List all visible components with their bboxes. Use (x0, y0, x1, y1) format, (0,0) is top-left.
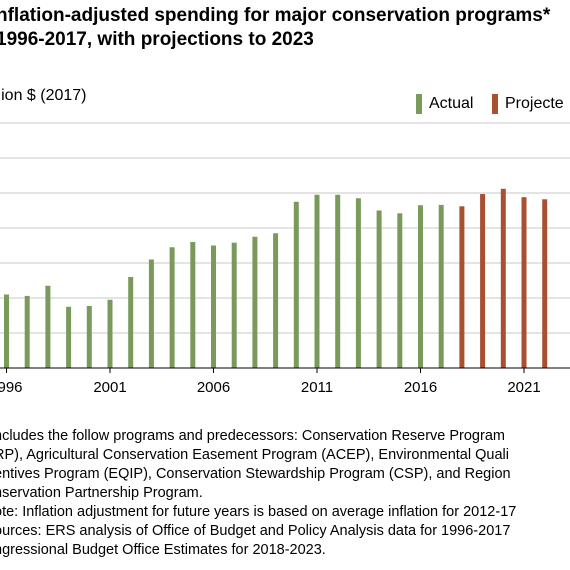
x-tick-label: 2021 (507, 379, 540, 396)
bar-actual-1997 (24, 295, 30, 368)
bar-actual-2000 (86, 306, 92, 368)
x-tick-label: 2001 (93, 379, 126, 396)
bar-projected-2022 (542, 199, 548, 368)
bar-chart: 996 2001 2006 2011 2016 2021 (0, 122, 570, 396)
footnote-line: ngressional Budget Office Estimates for … (0, 542, 326, 558)
bar-actual-2007 (231, 242, 237, 368)
bar-actual-2016 (418, 205, 423, 368)
bar-projected-2020 (500, 188, 506, 368)
bar-projected-2018 (459, 206, 465, 368)
legend-label-actual: Actual (429, 95, 474, 112)
x-axis: 996 2001 2006 2011 2016 2021 (0, 367, 570, 396)
footnote-line: ources: ERS analysis of Office of Budget… (0, 523, 511, 539)
footnote-line: ncludes the follow programs and predeces… (0, 428, 505, 444)
footnote-line: nservation Partnership Program. (0, 485, 203, 501)
bar-projected-2021 (521, 197, 527, 368)
bar-projected-2019 (480, 194, 486, 368)
legend-swatch-actual (416, 94, 422, 114)
bar-actual-1998 (45, 285, 51, 368)
bar-actual-2008 (252, 236, 258, 368)
x-tick-label: 2011 (301, 379, 333, 396)
x-tick-label: 2006 (197, 379, 230, 396)
bar-actual-2017 (438, 204, 444, 368)
bar-actual-2013 (355, 198, 361, 368)
y-axis-unit-label: llion $ (2017) (0, 87, 87, 104)
bar-actual-1996 (4, 294, 9, 368)
chart-title: nflation-adjusted spending for major con… (0, 4, 570, 52)
bar-actual-2003 (148, 259, 154, 368)
footnote-line: entives Program (EQIP), Conservation Ste… (0, 466, 511, 482)
bar-actual-2011 (314, 194, 320, 368)
bar-actual-2005 (190, 242, 196, 368)
bar-actual-2014 (376, 210, 382, 368)
bar-actual-2001 (107, 299, 113, 368)
x-tick-label: 996 (0, 379, 23, 396)
bars (4, 188, 548, 368)
footnote-line: ote: Inflation adjustment for future yea… (0, 504, 517, 520)
legend-item-actual: Actual (416, 94, 473, 114)
gridlines (0, 122, 570, 334)
bar-actual-2006 (211, 245, 216, 368)
bar-actual-2009 (273, 233, 279, 368)
bar-actual-2002 (128, 277, 134, 368)
legend-swatch-projected (492, 94, 498, 114)
chart-title-line-1: nflation-adjusted spending for major con… (0, 5, 551, 26)
bar-actual-2010 (293, 201, 299, 368)
x-tick-label: 2016 (404, 379, 437, 396)
bar-actual-2012 (335, 194, 341, 368)
legend-item-projected: Projecte (492, 94, 564, 114)
bar-actual-2004 (169, 247, 175, 368)
chart-title-line-2: 1996-2017, with projections to 2023 (0, 29, 314, 50)
bar-actual-2015 (397, 213, 403, 368)
footnote-line: RP), Agricultural Conservation Easement … (0, 447, 509, 463)
legend-label-projected: Projecte (505, 95, 564, 112)
bar-actual-1999 (66, 306, 72, 368)
footnotes: ncludes the follow programs and predeces… (0, 427, 570, 560)
